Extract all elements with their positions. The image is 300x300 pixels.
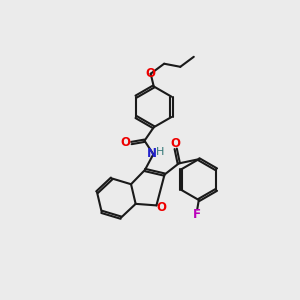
Text: O: O xyxy=(121,136,130,149)
Text: O: O xyxy=(145,67,155,80)
Text: O: O xyxy=(170,137,180,150)
Text: O: O xyxy=(157,201,166,214)
Text: F: F xyxy=(193,208,201,221)
Text: H: H xyxy=(156,146,164,157)
Text: N: N xyxy=(147,147,157,160)
